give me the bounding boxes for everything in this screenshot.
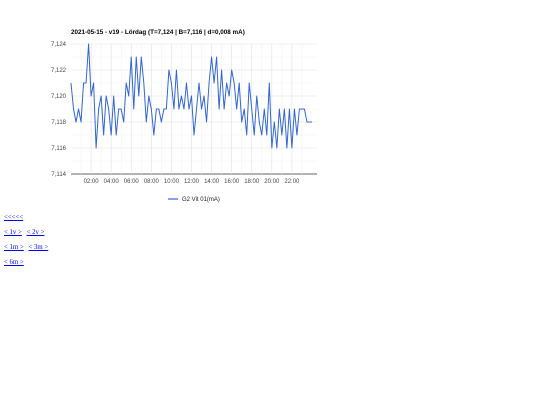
series-line <box>70 43 312 149</box>
y-tick-label: 7,120 <box>51 94 67 100</box>
x-tick-label: 04:00 <box>104 179 120 185</box>
nav-link-1v[interactable]: < 1v > <box>4 229 22 236</box>
nav-row-1: <<<<< <box>4 214 26 221</box>
x-tick-label: 08:00 <box>144 179 160 185</box>
chart-title: 2021-05-15 - v19 - Lördag (T=7,124 | B=7… <box>71 29 245 36</box>
x-tick-label: 12:00 <box>184 179 200 185</box>
chart-area: 2021-05-15 - v19 - Lördag (T=7,124 | B=7… <box>51 29 317 203</box>
gridlines <box>71 43 317 175</box>
nav-row-4: < 6m > <box>4 259 27 266</box>
y-axis-ticks: 7,114 7,116 7,118 7,120 7,122 7,124 <box>51 42 67 178</box>
nav-link-3m[interactable]: < 3m > <box>28 244 49 251</box>
x-tick-label: 14:00 <box>204 179 220 185</box>
legend-label: G2 Vit 01(mA) <box>182 197 220 203</box>
y-tick-label: 7,114 <box>51 172 66 178</box>
nav-link-1m[interactable]: < 1m > <box>4 244 24 251</box>
x-axis-ticks: 02:00 04:00 06:00 08:00 10:00 12:00 14:00 16:00… <box>84 179 300 185</box>
x-tick-label: 18:00 <box>244 179 260 185</box>
nav-link-6m[interactable]: < 6m > <box>4 259 24 266</box>
nav-link-back-all[interactable]: <<<<< <box>4 214 24 221</box>
x-tick-label: 20:00 <box>264 179 280 185</box>
series-layer <box>70 43 312 149</box>
y-tick-label: 7,124 <box>51 42 67 48</box>
line-chart: 2021-05-15 - v19 - Lördag (T=7,124 | B=7… <box>51 29 317 203</box>
x-tick-label: 06:00 <box>124 179 140 185</box>
y-tick-label: 7,118 <box>51 120 66 126</box>
y-tick-label: 7,122 <box>51 68 67 74</box>
nav-row-2: < 1v > < 2v > <box>4 229 47 236</box>
x-tick-label: 16:00 <box>224 179 240 185</box>
y-tick-label: 7,116 <box>51 146 66 152</box>
nav-row-3: < 1m > < 3m > <box>4 244 51 251</box>
x-tick-label: 10:00 <box>164 179 180 185</box>
nav-link-2v[interactable]: < 2v > <box>26 229 45 236</box>
x-tick-label: 02:00 <box>84 179 100 185</box>
x-tick-label: 22:00 <box>284 179 300 185</box>
legend: G2 Vit 01(mA) <box>168 197 220 203</box>
